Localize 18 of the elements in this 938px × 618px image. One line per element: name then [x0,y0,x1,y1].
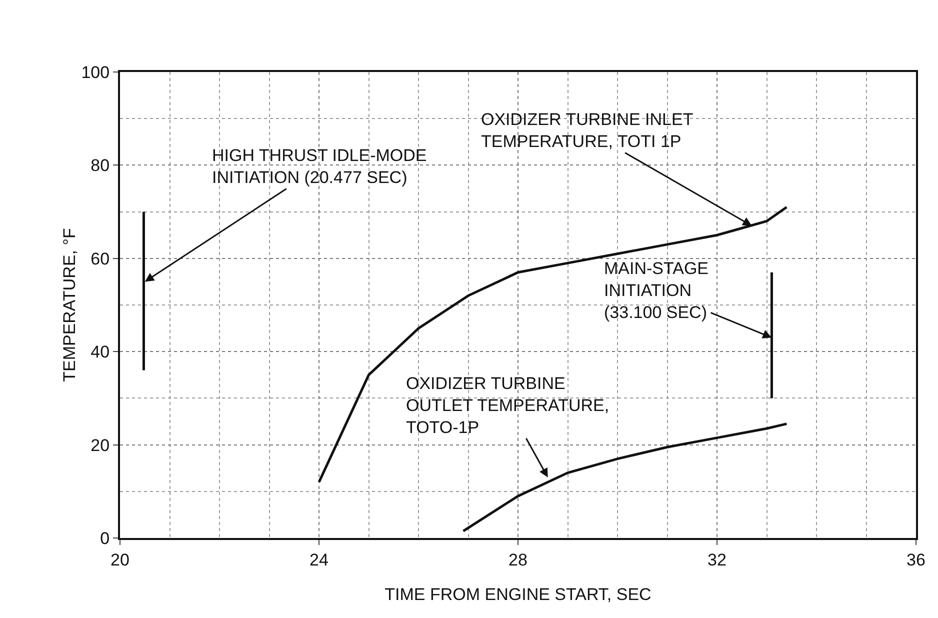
y-tick-label: 40 [90,342,110,362]
x-tick-label: 36 [906,550,926,570]
annotation: OXIDIZER TURBINE OUTLET TEMPERATURE, TOTO-1P [406,374,610,438]
y-axis-title: TEMPERATURE, °F [60,228,79,382]
y-tick-label: 80 [90,156,110,176]
y-tick-label: 60 [90,249,110,268]
y-tick-label: 100 [81,62,110,82]
x-tick-label: 20 [110,550,130,570]
line-series [318,206,788,484]
x-tick-label: 32 [708,550,726,570]
annotation: MAIN-STAGE INITIATION (33.100 SEC) [604,259,709,322]
x-tick-label: 28 [508,550,528,570]
x-tick-label: 24 [310,550,328,570]
x-axis-title: TIME FROM ENGINE START, SEC [384,585,652,604]
annotation: OXIDIZER TURBINE INLET TEMPERATURE, TOTI 1P [481,110,694,152]
annotation: HIGH THRUST IDLE-MODE INITIATION (20.477 SEC) [212,146,427,188]
y-tick-label: 20 [90,436,110,455]
y-tick-label: 0 [100,528,110,548]
